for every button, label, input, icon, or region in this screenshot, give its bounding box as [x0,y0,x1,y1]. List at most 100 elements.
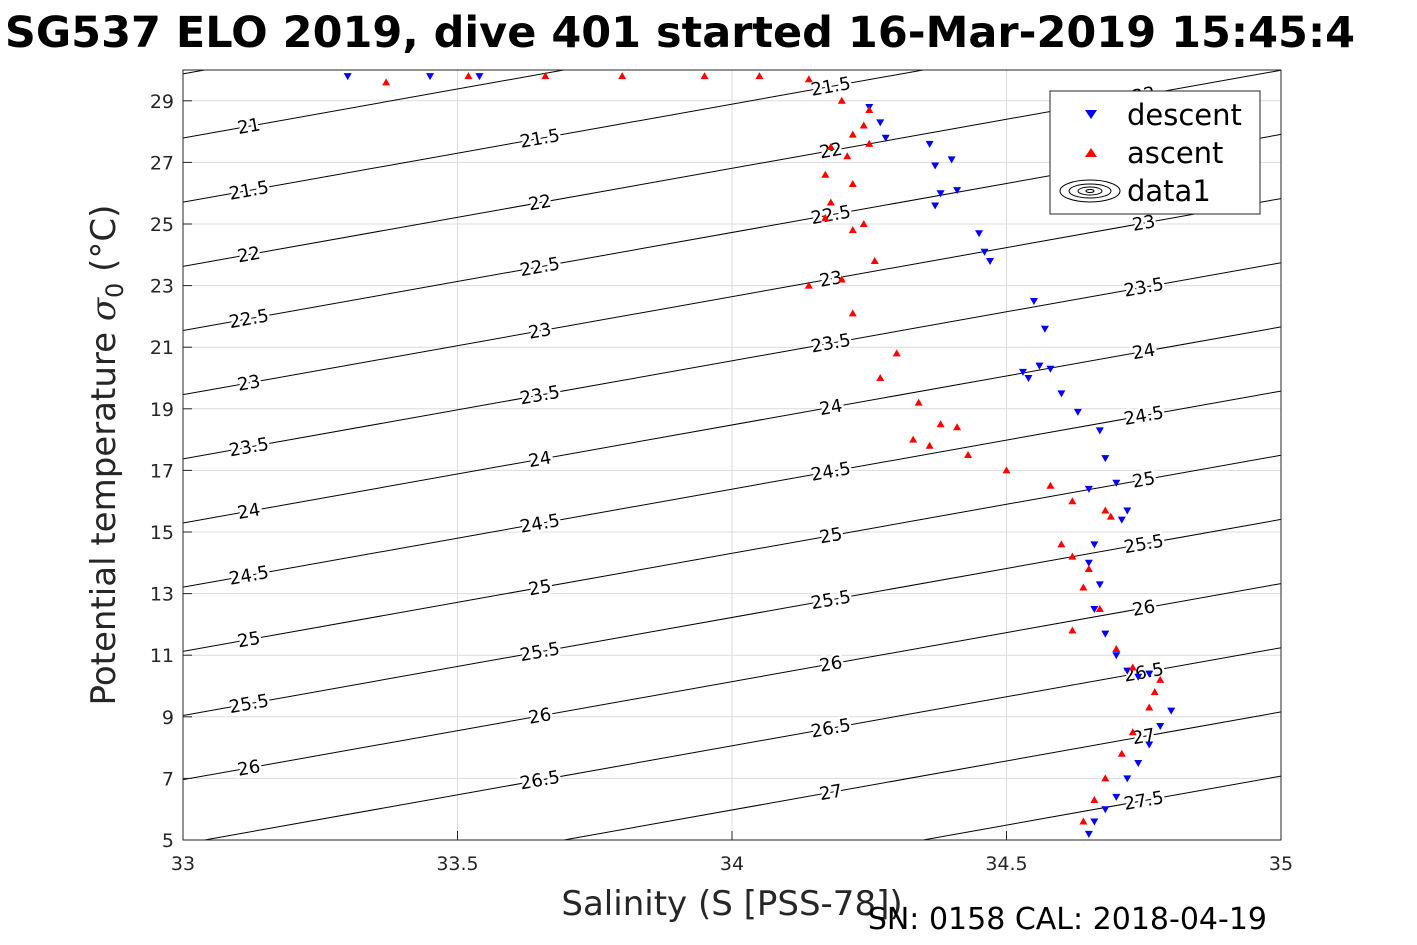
isopycnal-line [201,647,1281,840]
descent-point [1167,707,1176,715]
isopycnal-label: 23 [236,371,262,396]
y-axis-ticks: 5 7 9 11 13 15 17 19 21 23 25 27 29 [150,91,192,852]
contour-icon [1059,179,1121,203]
isopycnal-label: 26 [236,756,262,781]
ascent-point [700,72,709,80]
isopycnal-label: 25 [527,576,553,601]
isopycnal-label: 26 [1131,596,1157,621]
isopycnal-label: 27 [818,780,844,805]
y-tick-label: 29 [150,91,174,113]
descent-point [1112,479,1121,487]
descent-point [931,202,940,210]
isopycnal-line [920,775,1281,840]
isopycnal-label: 21.5 [227,177,270,205]
y-axis-label-subscript: 0 [101,283,129,298]
data-markers [343,72,1176,838]
isopycnal-line [183,454,1281,652]
x-tick-label: 34.5 [985,853,1027,875]
ascent-point [925,441,934,449]
x-tick-label: 35 [1269,853,1293,875]
descent-point [1101,806,1110,814]
descent-point [925,140,934,148]
descent-point [1101,455,1110,463]
isopycnal-label: 25 [1131,468,1157,493]
isopycnal-label: 21 [236,114,262,139]
triangle-up-icon [1085,148,1097,157]
descent-point [1123,667,1132,675]
y-axis-label-unit: (°C) [84,205,124,272]
ascent-point [1057,540,1066,548]
ascent-point [464,72,473,80]
ascent-point [848,309,857,317]
descent-point [1057,390,1066,398]
descent-point [986,257,995,265]
descent-point [1040,325,1049,333]
y-tick-label: 9 [162,707,174,729]
descent-point [1145,670,1154,678]
ascent-point [755,72,764,80]
ascent-point [848,226,857,234]
ascent-point [848,130,857,138]
descent-point [980,248,989,256]
isopycnal-label: 22 [236,243,262,268]
descent-point [1090,541,1099,549]
ascent-point [859,220,868,227]
isopycnal-label: 24 [236,499,262,524]
descent-point [1145,741,1154,749]
legend-item-data1: data1 [1059,174,1211,208]
descent-point [876,119,885,127]
ascent-point [1156,675,1165,683]
isopycnal-line [183,390,1281,588]
ascent-point [1112,645,1121,653]
ascent-point [1095,605,1104,612]
y-tick-label: 19 [150,399,174,421]
ascent-point [1002,466,1011,474]
ascent-point [1046,481,1055,489]
ascent-point [865,106,874,114]
x-axis-ticks: 33 33.5 34 34.5 35 [171,831,1293,875]
descent-point [936,190,945,198]
x-tick-label: 33.5 [436,853,478,875]
ascent-point [1128,728,1137,736]
isopycnal-label: 24 [527,447,553,472]
ascent-point [1068,497,1077,505]
y-axis-label: Potential temperature σ0 (°C) [84,205,129,706]
x-axis-label: Salinity (S [PSS-78]) [561,884,902,924]
descent-point [1084,559,1093,567]
ascent-point [870,256,879,264]
y-tick-label: 11 [150,645,174,667]
ascent-point [848,179,857,187]
descent-point [881,134,890,142]
ascent-point [936,420,945,428]
descent-point [426,73,435,81]
legend-box [1049,90,1261,215]
ascent-point [837,96,846,104]
descent-point [1156,723,1165,731]
ascent-point [865,139,874,147]
isopycnal-line [183,518,1281,717]
descent-point [1095,581,1104,589]
ascent-point [804,75,813,83]
descent-point [1018,368,1027,376]
isopycnal-label: 26 [818,652,844,677]
ascent-point [1079,817,1088,825]
descent-point [1090,818,1099,826]
descent-point [1123,507,1132,515]
descent-point [975,230,984,238]
isopycnal-line [561,711,1281,840]
ascent-point [541,72,550,80]
isopycnal-label: 22 [527,191,553,216]
y-tick-label: 21 [150,337,174,359]
ascent-point [876,374,885,381]
ascent-point [1145,703,1154,711]
descent-point [1101,630,1110,638]
ascent-point [843,152,852,160]
descent-point [1084,830,1093,838]
legend-label-descent: descent [1127,98,1242,132]
ascent-point [859,121,868,129]
legend: descent ascent data1 [1049,90,1261,215]
ascent-point [1068,552,1077,560]
ascent-point [382,78,391,86]
ascent-point [953,423,962,431]
y-tick-label: 17 [150,460,174,482]
